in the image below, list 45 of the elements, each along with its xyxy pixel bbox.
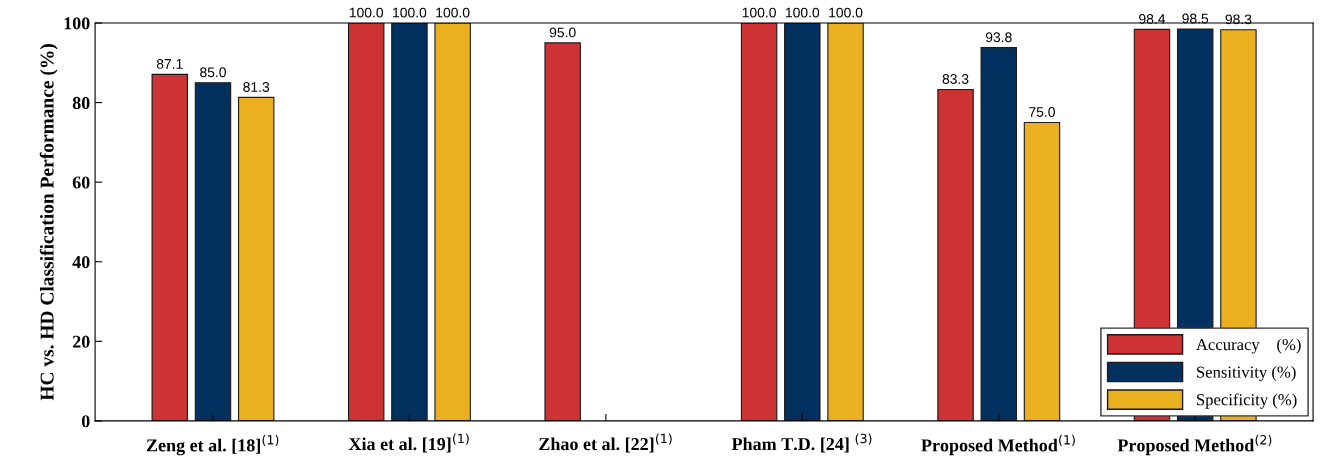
data-label: 100.0 bbox=[393, 7, 427, 18]
legend-label: Specificity (%) bbox=[1197, 393, 1297, 409]
bar bbox=[740, 23, 778, 421]
bar bbox=[347, 23, 385, 421]
data-label: 93.8 bbox=[985, 32, 1012, 43]
x-tick-label: Pham T.D. [24] $^{(3)}$ bbox=[731, 433, 872, 453]
data-label: 98.3 bbox=[1225, 14, 1252, 25]
data-label: 81.3 bbox=[243, 82, 270, 92]
bar bbox=[827, 23, 864, 421]
y-tick-label: 60 bbox=[72, 176, 90, 189]
data-label: 100.0 bbox=[829, 7, 863, 18]
y-tick-label: 80 bbox=[72, 96, 90, 110]
legend-label: Accuracy (%) bbox=[1196, 338, 1301, 354]
data-label: 75.0 bbox=[1029, 107, 1055, 117]
data-label: 83.3 bbox=[942, 74, 969, 84]
bar bbox=[391, 23, 428, 421]
x-tick-label: Zhao et al. [22]$^{(1)}$ bbox=[539, 433, 672, 453]
data-label: 98.5 bbox=[1182, 13, 1209, 24]
y-tick-label: 40 bbox=[72, 256, 90, 269]
data-label: 85.0 bbox=[200, 67, 226, 78]
data-label: 100.0 bbox=[349, 7, 384, 18]
y-tick-label: 20 bbox=[72, 335, 90, 348]
bar bbox=[1023, 121, 1061, 421]
x-tick-label: Zeng et al. [18]$^{(1)}$ bbox=[146, 434, 279, 456]
data-label: 100.0 bbox=[742, 7, 776, 18]
y-tick-label: 100 bbox=[64, 17, 90, 30]
y-tick-label: 0 bbox=[81, 415, 90, 428]
data-label: 100.0 bbox=[786, 7, 820, 18]
bar bbox=[151, 73, 188, 421]
x-tick-label: Xia et al. [19]$^{(1)}$ bbox=[348, 433, 469, 453]
y-axis-title: HC vs. HD Classification Performance (%) bbox=[39, 44, 58, 401]
bar bbox=[937, 88, 974, 421]
bar bbox=[434, 23, 471, 421]
bar bbox=[194, 82, 232, 421]
data-label: 95.0 bbox=[549, 27, 576, 38]
data-label: 100.0 bbox=[436, 7, 470, 18]
data-label: 87.1 bbox=[156, 58, 183, 69]
bar bbox=[784, 23, 821, 421]
data-label: 98.4 bbox=[1139, 14, 1166, 24]
x-tick-label: Proposed Method$^{(1)}$ bbox=[921, 434, 1075, 456]
x-tick-label: Proposed Method$^{(2)}$ bbox=[1117, 434, 1272, 456]
bar bbox=[237, 96, 275, 421]
legend-label: Sensitivity (%) bbox=[1197, 366, 1296, 382]
bar bbox=[980, 47, 1017, 421]
bar bbox=[544, 42, 581, 421]
